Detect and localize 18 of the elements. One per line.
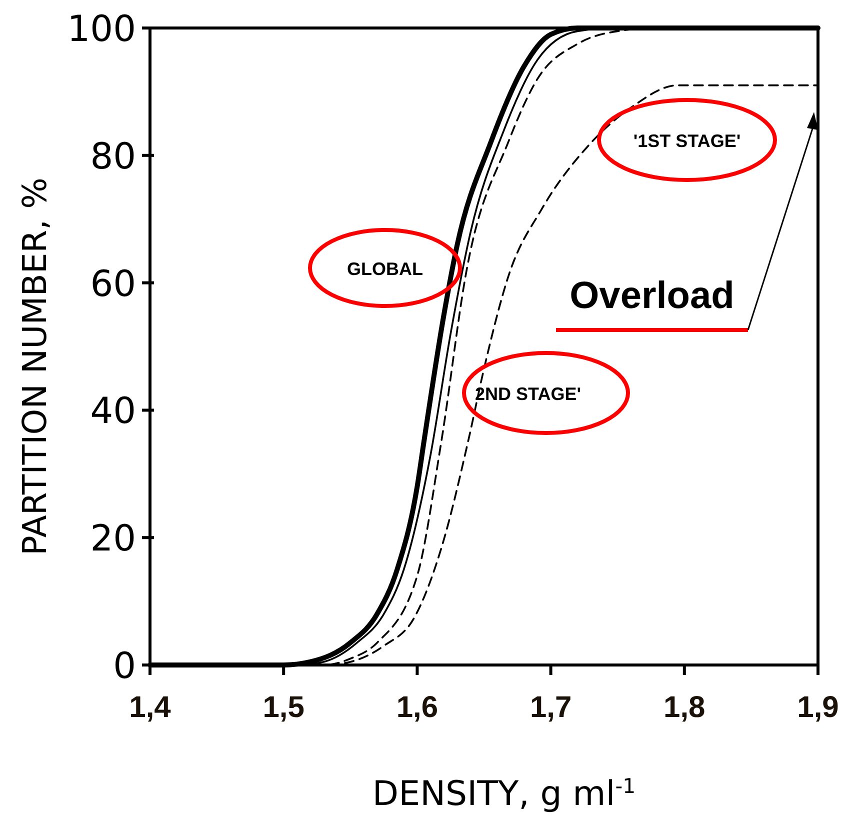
y-tick-label: 80 [90,136,136,178]
series-label: '1ST STAGE' [633,131,741,151]
x-tick-label: 1,4 [129,691,172,724]
x-tick-label: 1,5 [262,691,304,724]
x-tick-label: 1,9 [797,691,839,724]
y-tick-label: 40 [90,391,136,432]
x-tick-label: 1,8 [664,691,706,724]
y-tick-label: 20 [90,518,136,560]
annotation: 2ND STAGE' [475,384,581,404]
y-axis-title: PARTITION NUMBER, % [15,178,54,556]
annotation: Overload [570,275,734,317]
y-tick-label: 60 [90,264,136,305]
x-axis-title: DENSITY, g ml$^{-1}$ [372,774,636,814]
y-tick-label: 100 [67,9,136,50]
x-tick-label: 1,7 [530,691,572,724]
x-tick-label: 1,6 [396,691,438,724]
series-label: GLOBAL [347,259,423,279]
y-tick-label: 0 [113,646,136,687]
